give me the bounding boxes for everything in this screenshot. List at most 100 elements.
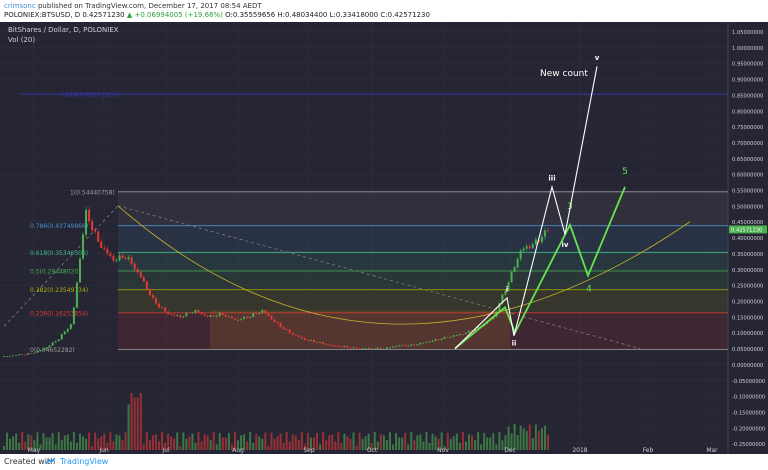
volume-bar <box>398 437 401 450</box>
candle-body <box>179 315 182 318</box>
volume-bar <box>151 435 154 450</box>
candle-body <box>404 344 407 346</box>
volume-bar <box>367 433 370 450</box>
volume-bar <box>358 432 361 450</box>
volume-bar <box>349 438 352 450</box>
publish-line: crimsonc published on TradingView.com, D… <box>4 2 262 10</box>
candle-body <box>261 309 264 313</box>
volume-bar <box>510 433 513 450</box>
ohlc-change: ▲ +0.06994005 (+19.66%) <box>126 11 223 19</box>
volume-bar <box>392 444 395 450</box>
candle-body <box>364 348 367 350</box>
volume-bar <box>255 433 258 450</box>
candle-body <box>194 309 197 313</box>
volume-bar <box>78 433 81 450</box>
candle-body <box>361 348 364 350</box>
candle-body <box>148 289 151 296</box>
candle-body <box>212 315 215 317</box>
volume-bar <box>57 432 60 450</box>
y-tick-label: 0.95000000 <box>732 62 763 68</box>
candle-body <box>471 330 474 332</box>
candle-body <box>72 307 75 325</box>
volume-bar <box>246 441 249 450</box>
candle-body <box>197 309 200 313</box>
candle-body <box>543 230 546 237</box>
candle-body <box>458 334 461 335</box>
y-tick-label: -0.20000000 <box>732 426 765 432</box>
y-tick-label: 0.70000000 <box>732 141 763 147</box>
volume-bar <box>437 438 440 450</box>
volume-bar <box>97 438 100 450</box>
volume-bar <box>376 441 379 450</box>
y-tick-label: -0.10000000 <box>732 395 765 401</box>
x-tick-label: Oct <box>367 447 378 454</box>
volume-bar <box>285 432 288 450</box>
fib-label: 0.382(0.23549734) <box>30 287 88 294</box>
candle-body <box>30 353 33 354</box>
candle-body <box>279 323 282 328</box>
volume-bar <box>395 432 398 450</box>
candle-body <box>522 248 525 251</box>
candle-body <box>60 334 63 340</box>
chart-area[interactable]: 1.618(0.85271321) 1(0.54440758) 0.786(0.43… <box>0 22 768 454</box>
candle-body <box>346 346 349 348</box>
volume-bar <box>215 444 218 450</box>
volume-bar <box>100 436 103 450</box>
candle-body <box>446 336 449 338</box>
volume-bar <box>452 436 455 450</box>
x-tick-label: May <box>28 447 41 454</box>
price-chart[interactable]: 1.618(0.85271321) 1(0.54440758) 0.786(0.43… <box>0 22 768 454</box>
candle-body <box>66 328 69 332</box>
volume-bar <box>240 435 243 450</box>
candle-body <box>325 343 328 345</box>
candle-body <box>164 307 167 312</box>
candle-body <box>388 347 391 349</box>
volume-bar <box>458 442 461 450</box>
ohlc-line: POLONIEX:BTSUSD, D 0.42571230 ▲ +0.06994… <box>4 11 430 19</box>
candle-body <box>309 339 312 341</box>
new-count-annotation: New count <box>540 69 588 79</box>
volume-bar <box>471 435 474 450</box>
username-link[interactable]: crimsonc <box>4 2 36 10</box>
candle-body <box>379 347 382 349</box>
candle-body <box>170 314 173 316</box>
candle-body <box>246 316 249 318</box>
white-count-label: iii <box>548 175 555 183</box>
volume-bar <box>212 432 215 450</box>
volume-bar <box>188 436 191 450</box>
candle-body <box>6 356 9 357</box>
candle-body <box>224 314 227 317</box>
volume-bar <box>504 435 507 450</box>
volume-bar <box>24 441 27 450</box>
candle-body <box>36 350 39 353</box>
ohlc-rest: O:0.35559656 H:0.48034400 L:0.33418000 C… <box>225 11 430 19</box>
candle-body <box>142 277 145 282</box>
candle-body <box>3 356 5 357</box>
volume-bar <box>443 445 446 450</box>
volume-bar <box>319 444 322 450</box>
volume-bars <box>3 392 549 450</box>
candle-body <box>297 335 300 337</box>
volume-bar <box>69 441 72 450</box>
candle-body <box>306 339 309 341</box>
candle-body <box>88 209 91 222</box>
candle-body <box>240 318 243 320</box>
candle-body <box>291 332 294 335</box>
volume-bar <box>63 435 66 450</box>
candles <box>3 206 549 357</box>
volume-bar <box>379 434 382 450</box>
volume-bar <box>191 433 194 450</box>
price-axis-panel <box>728 22 768 454</box>
candle-body <box>343 346 346 348</box>
candle-body <box>112 256 115 261</box>
volume-bar <box>543 425 546 450</box>
volume-bar <box>331 434 334 450</box>
volume-bar <box>501 440 504 450</box>
volume-bar <box>498 432 501 450</box>
volume-bar <box>227 433 230 450</box>
candle-body <box>209 315 212 317</box>
volume-bar <box>142 444 145 450</box>
candle-body <box>504 290 507 295</box>
candle-body <box>358 348 361 350</box>
tradingview-brand-link[interactable]: TradingView <box>60 457 109 466</box>
